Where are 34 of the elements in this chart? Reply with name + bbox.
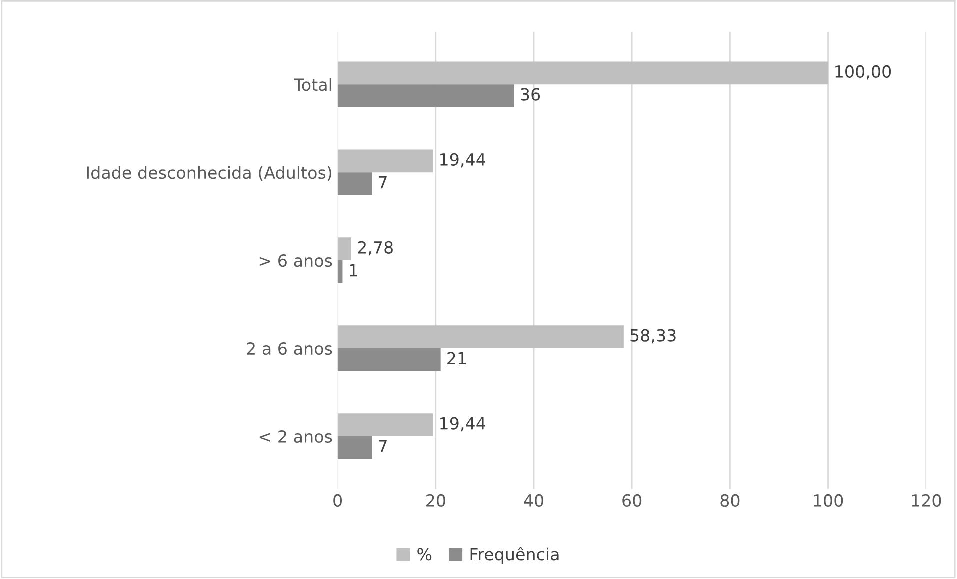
x-tick-label: 20 <box>426 494 446 508</box>
data-label: 19,44 <box>440 153 486 168</box>
data-label: 100,00 <box>836 65 892 80</box>
bar <box>338 414 434 436</box>
legend-label: Frequência <box>470 547 559 564</box>
bar <box>338 436 372 460</box>
bar <box>338 326 624 349</box>
bar <box>338 238 352 261</box>
data-label: 36 <box>521 88 540 101</box>
y-tick-label: Total <box>294 78 332 92</box>
y-tick-label: > 6 anos <box>260 254 332 268</box>
data-label: 19,44 <box>440 417 486 432</box>
y-tick-label: Idade desconhecida (Adultos) <box>87 166 332 182</box>
x-tick-label: 100 <box>814 494 844 508</box>
bar <box>338 150 434 173</box>
x-tick-label: 40 <box>524 494 544 508</box>
legend-label: % <box>418 548 432 561</box>
data-label: 7 <box>379 440 387 453</box>
data-label: 2,78 <box>358 241 393 256</box>
data-label: 7 <box>379 176 387 189</box>
bar <box>338 348 441 372</box>
x-tick-label: 0 <box>334 494 342 508</box>
x-tick-label: 60 <box>622 494 642 508</box>
data-label: 58,33 <box>630 329 676 344</box>
bar <box>338 62 828 85</box>
data-label: 21 <box>448 352 466 365</box>
x-tick-label: 120 <box>912 494 942 508</box>
bar <box>338 172 372 196</box>
y-tick-label: < 2 anos <box>260 430 332 444</box>
y-tick-label: 2 a 6 anos <box>247 342 332 356</box>
bar <box>338 260 343 284</box>
x-tick-label: 80 <box>720 494 740 508</box>
data-label: 1 <box>350 264 358 277</box>
bar <box>338 84 514 108</box>
